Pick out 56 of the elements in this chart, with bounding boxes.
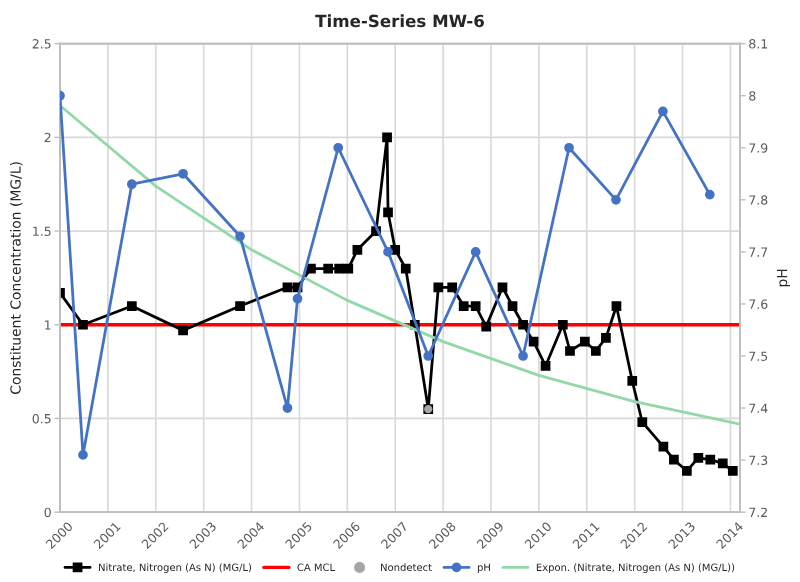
point <box>658 441 669 452</box>
point <box>518 319 528 330</box>
point <box>400 263 411 274</box>
point <box>433 282 444 293</box>
point <box>382 132 392 143</box>
point <box>126 301 137 311</box>
point <box>704 189 715 200</box>
point <box>693 452 704 463</box>
point <box>727 466 738 476</box>
point <box>601 333 611 343</box>
point <box>658 106 668 117</box>
point <box>591 346 601 356</box>
chart-title: Time-Series MW-6 <box>315 14 484 28</box>
point <box>497 282 508 293</box>
point <box>235 301 245 311</box>
point <box>481 321 492 332</box>
point <box>383 207 393 218</box>
point <box>333 142 344 153</box>
point <box>292 293 303 304</box>
point <box>518 351 528 361</box>
point <box>423 351 434 361</box>
point <box>306 263 316 274</box>
point <box>282 403 293 413</box>
point <box>78 450 88 460</box>
point <box>717 458 728 469</box>
point <box>528 336 539 347</box>
point <box>383 247 393 257</box>
point <box>126 179 137 190</box>
point <box>323 263 334 274</box>
point <box>705 454 716 465</box>
point <box>78 319 88 330</box>
point <box>611 194 621 205</box>
point <box>611 301 622 311</box>
point <box>178 325 188 336</box>
point <box>565 346 575 356</box>
point <box>564 142 574 153</box>
line-series <box>60 104 740 426</box>
point <box>343 263 354 274</box>
point <box>235 231 245 242</box>
point <box>637 417 648 428</box>
point <box>352 244 363 255</box>
point <box>178 168 188 179</box>
point <box>447 282 458 293</box>
point <box>458 301 469 311</box>
point <box>627 376 638 386</box>
point <box>540 361 551 371</box>
point <box>579 336 590 347</box>
point <box>282 282 293 293</box>
point <box>334 263 345 274</box>
point <box>669 454 679 465</box>
point <box>507 301 518 311</box>
point <box>470 247 481 257</box>
point <box>557 319 568 330</box>
point <box>681 466 692 476</box>
point <box>470 301 481 311</box>
point <box>390 244 401 255</box>
